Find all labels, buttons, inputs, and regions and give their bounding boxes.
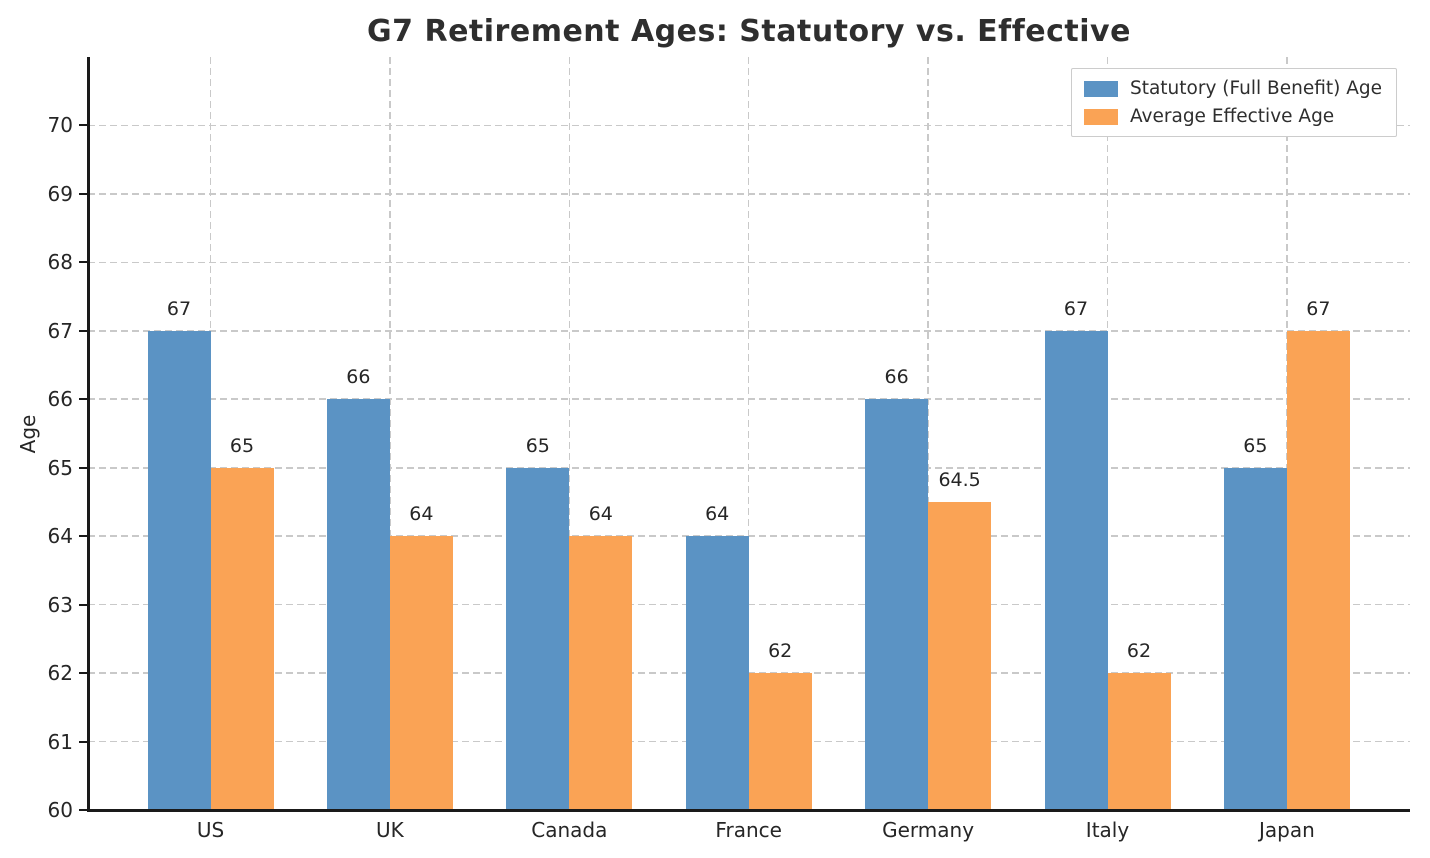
- y-tick-mark: [79, 603, 88, 606]
- bar-value-label: 65: [525, 434, 550, 457]
- y-tick-label: 61: [47, 729, 73, 754]
- bar-value-label: 62: [768, 640, 793, 663]
- legend-item: Average Effective Age: [1083, 106, 1382, 127]
- bar-value-label: 64.5: [938, 468, 981, 491]
- y-tick-label: 70: [47, 113, 73, 138]
- bar-value-label: 64: [409, 503, 434, 526]
- bar-statutory-japan: [1223, 467, 1287, 810]
- bar-value-label: 64: [705, 503, 730, 526]
- bar-statutory-france: [685, 536, 749, 810]
- bar-average-italy: [1107, 673, 1171, 810]
- legend: Statutory (Full Benefit) Age Average Effe…: [1070, 68, 1397, 137]
- bar-average-germany: [928, 501, 992, 810]
- y-tick-label: 65: [47, 455, 73, 480]
- y-tick-mark: [79, 398, 88, 401]
- y-tick-label: 64: [47, 524, 73, 549]
- y-tick-mark: [79, 809, 88, 811]
- legend-item: Statutory (Full Benefit) Age: [1083, 78, 1382, 99]
- bar-average-canada: [569, 536, 633, 810]
- gridline-v: [747, 57, 750, 810]
- y-tick-label: 62: [47, 661, 73, 686]
- x-tick-label-us: US: [196, 818, 225, 842]
- x-tick-label-uk: UK: [376, 818, 404, 842]
- legend-label: Statutory (Full Benefit) Age: [1129, 78, 1382, 99]
- bar-statutory-us: [147, 330, 211, 810]
- y-tick-mark: [79, 192, 88, 195]
- y-tick-mark: [79, 672, 88, 675]
- y-tick-label: 68: [47, 250, 73, 275]
- y-tick-label: 63: [47, 592, 73, 617]
- bar-value-label: 62: [1126, 640, 1152, 663]
- bar-value-label: 66: [884, 366, 909, 389]
- y-tick-label: 66: [47, 387, 73, 412]
- bar-statutory-canada: [506, 467, 570, 810]
- y-axis-spine: [87, 57, 90, 812]
- bar-statutory-uk: [326, 399, 390, 810]
- y-tick-mark: [79, 261, 88, 264]
- x-axis-spine: [86, 809, 1410, 812]
- bar-value-label: 67: [1306, 297, 1331, 320]
- y-tick-mark: [79, 329, 88, 332]
- x-tick-label-japan: Japan: [1259, 818, 1315, 842]
- bar-value-label: 67: [1063, 297, 1089, 320]
- y-tick-mark: [79, 535, 88, 538]
- chart-title: G7 Retirement Ages: Statutory vs. Effect…: [367, 14, 1131, 49]
- y-tick-label: 67: [47, 318, 73, 343]
- bar-value-label: 67: [166, 297, 192, 320]
- bar-statutory-italy: [1044, 330, 1108, 810]
- y-tick-label: 69: [47, 181, 73, 206]
- legend-swatch-icon: [1083, 80, 1118, 97]
- x-tick-label-italy: Italy: [1085, 818, 1130, 842]
- legend-label: Average Effective Age: [1129, 106, 1335, 127]
- bar-value-label: 64: [588, 503, 613, 526]
- x-tick-label-germany: Germany: [882, 818, 975, 842]
- gridline-v: [927, 57, 929, 810]
- bar-average-japan: [1286, 330, 1350, 810]
- y-tick-mark: [79, 740, 88, 743]
- x-tick-label-canada: Canada: [531, 818, 608, 842]
- y-tick-label: 60: [47, 798, 73, 822]
- bar-value-label: 66: [346, 366, 371, 389]
- bar-average-uk: [389, 536, 453, 810]
- y-tick-mark: [79, 466, 88, 469]
- legend-swatch-icon: [1083, 108, 1118, 125]
- bar-average-us: [210, 467, 274, 810]
- gridline-v: [389, 57, 391, 810]
- bar-average-france: [748, 673, 812, 810]
- x-tick-label-france: France: [715, 818, 782, 842]
- bar-value-label: 65: [1243, 434, 1268, 457]
- y-tick-mark: [79, 124, 88, 127]
- gridline-v: [568, 57, 571, 810]
- bar-value-label: 65: [229, 434, 255, 457]
- bar-statutory-germany: [865, 399, 929, 810]
